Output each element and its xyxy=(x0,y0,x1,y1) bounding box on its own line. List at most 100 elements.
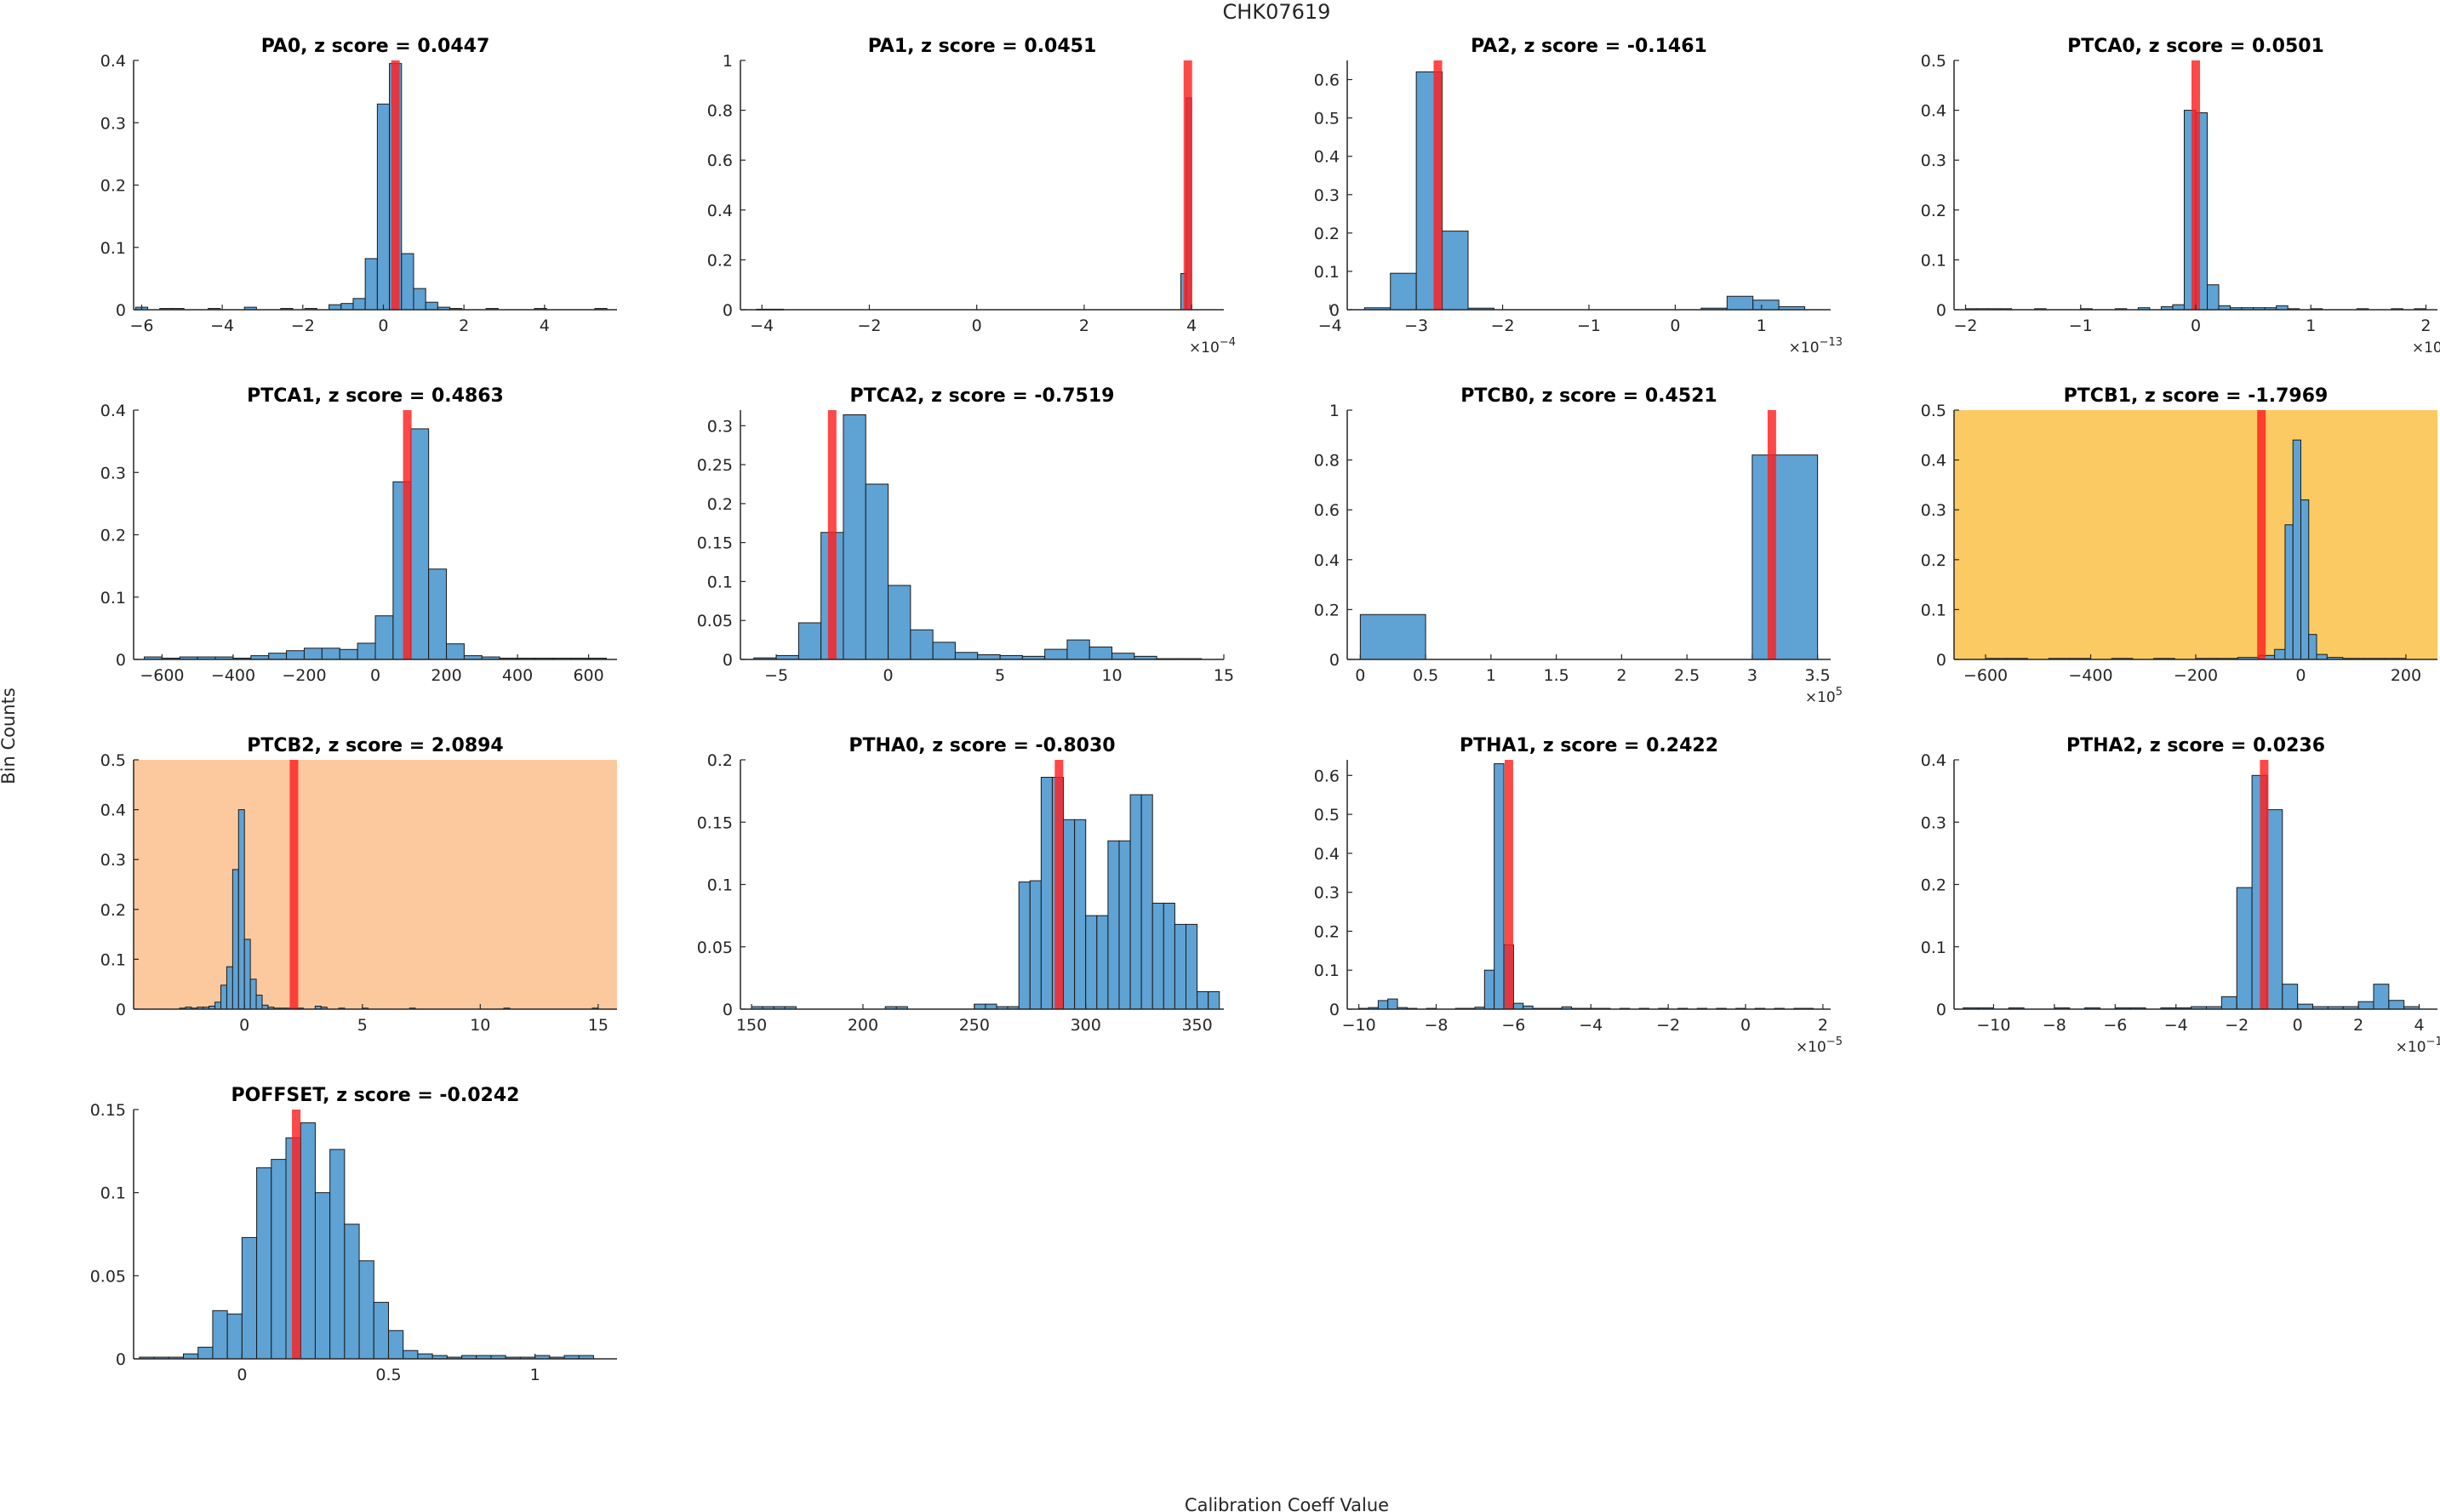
histogram-bar xyxy=(303,648,323,660)
histogram-bar xyxy=(1018,882,1031,1010)
x-tick-label: 2 xyxy=(2353,1016,2363,1035)
y-tick-label: 0.6 xyxy=(1314,501,1340,520)
histogram-title: PTCB0, z score = 0.4521 xyxy=(1460,385,1717,407)
histogram-bar xyxy=(220,984,227,1010)
histogram-bar xyxy=(256,1167,272,1360)
histogram-panel: 0 0.5 1 0 0.05 0.1 0.15 POFFSET, z score = -0.0… xyxy=(90,1085,617,1384)
y-tick-label: 0.2 xyxy=(707,495,733,514)
histogram-bar xyxy=(197,1346,214,1360)
x-tick-label: 5 xyxy=(995,666,1005,685)
histogram-panel: 0 0.5 1 1.5 2 2.5 3 3.5 0 0.2 0.4 0.6 0.8 1 ×105 PTCB0,… xyxy=(1314,385,1843,706)
histogram-bar xyxy=(2220,996,2237,1010)
y-tick-label: 0.1 xyxy=(100,950,126,969)
x-tick-label: 250 xyxy=(959,1016,990,1035)
x-tick-label: 2 xyxy=(1616,666,1626,685)
y-tick-label: 0 xyxy=(116,301,126,320)
y-tick-label: 0.3 xyxy=(1921,501,1946,520)
x-tick-label: −4 xyxy=(1318,317,1342,335)
histogram-bar xyxy=(1066,639,1090,660)
x-tick-label: −6 xyxy=(1501,1016,1525,1035)
histogram-panel: −10 −8 −6 −4 −2 0 2 0 0.1 0.2 0.3 0.4 0.5 0.6 ×10−5 PTH… xyxy=(1314,735,1843,1056)
highlight-background xyxy=(134,760,617,1009)
x-tick-label: 600 xyxy=(573,666,603,685)
histogram-bar xyxy=(1129,794,1142,1010)
histogram-bar xyxy=(425,301,438,311)
x-tick-label: 1 xyxy=(1486,666,1496,685)
y-tick-label: 0 xyxy=(1936,651,1946,670)
x-tick-label: 400 xyxy=(502,666,533,685)
histogram-panel: −600 −400 −200 0 200 400 600 0 0.1 0.2 0.3 0.4 PTCA1… xyxy=(100,385,617,685)
histogram-bar xyxy=(2388,1000,2405,1010)
z-score-marker xyxy=(1767,410,1776,659)
histogram-bar xyxy=(1752,300,1780,311)
histogram-bar xyxy=(321,648,340,660)
histogram-bar xyxy=(183,1353,199,1360)
y-tick-label: 0 xyxy=(1329,1001,1340,1019)
x-tick-label: −10 xyxy=(1976,1016,2010,1035)
y-tick-label: 0.5 xyxy=(1314,806,1340,824)
histogram-title: PTHA1, z score = 0.2422 xyxy=(1460,735,1718,756)
x-tick-label: −4 xyxy=(210,317,234,335)
histogram-bar xyxy=(417,1353,433,1360)
histogram-title: PTCB2, z score = 2.0894 xyxy=(247,735,504,756)
histogram-bar xyxy=(329,1149,346,1360)
x-tick-label: 0 xyxy=(370,666,380,685)
x-tick-label: −400 xyxy=(211,666,255,685)
y-tick-label: 0.4 xyxy=(100,402,126,420)
histogram-bar xyxy=(340,303,354,311)
x-tick-label: 10 xyxy=(1101,666,1122,685)
y-tick-label: 0.2 xyxy=(1314,601,1340,619)
histogram-bar xyxy=(212,1309,228,1360)
y-tick-label: 0.2 xyxy=(1314,225,1340,243)
histogram-bar xyxy=(1074,819,1087,1010)
y-tick-label: 0.15 xyxy=(90,1101,126,1120)
histogram-bar xyxy=(403,1349,419,1360)
histogram-bar xyxy=(352,298,366,311)
histogram-bar xyxy=(954,652,979,660)
histogram-bar xyxy=(1174,923,1187,1010)
histogram-bar xyxy=(1151,902,1164,1010)
x-tick-label: 200 xyxy=(2391,666,2421,685)
y-tick-label: 0.1 xyxy=(1921,601,1946,619)
histogram-bar xyxy=(1163,902,1175,1010)
x-tick-label: −2 xyxy=(1954,317,1978,335)
histogram-bar xyxy=(1118,840,1131,1010)
histogram-bar xyxy=(2300,499,2310,660)
histogram-bar xyxy=(2357,1001,2374,1010)
y-tick-label: 0.5 xyxy=(1921,402,1946,420)
histogram-panel: −10 −8 −6 −4 −2 0 2 4 0 0.1 0.2 0.3 0.4 ×10−12 PTHA2, … xyxy=(1921,735,2440,1056)
y-tick-label: 0.4 xyxy=(100,802,126,820)
histogram-bar xyxy=(1107,840,1120,1010)
x-tick-label: −1 xyxy=(2069,317,2093,335)
histogram-bar xyxy=(376,103,391,311)
y-tick-label: 0.2 xyxy=(1314,922,1340,941)
y-tick-label: 0.05 xyxy=(697,939,733,957)
x-tick-label: 4 xyxy=(1186,317,1197,335)
y-tick-label: 0.1 xyxy=(100,589,126,608)
x-tick-label: −4 xyxy=(2164,1016,2188,1035)
x-tick-label: 0.5 xyxy=(375,1366,401,1384)
y-tick-label: 0.2 xyxy=(707,751,733,770)
x-axis-exponent: ×105 xyxy=(1805,686,1843,706)
y-tick-label: 0.3 xyxy=(100,464,126,482)
histogram-panel: −6 −4 −2 0 2 4 0 0.1 0.2 0.3 0.4 PA0, z score = 0.0… xyxy=(100,36,617,335)
histogram-bar xyxy=(1044,648,1068,660)
x-tick-label: 0 xyxy=(2191,317,2201,335)
histogram-bar xyxy=(1726,295,1754,311)
x-axis-exponent: ×10−13 xyxy=(1789,336,1843,357)
y-tick-label: 0 xyxy=(1329,301,1340,320)
histogram-bar xyxy=(1494,763,1505,1010)
x-axis-exponent: ×10−12 xyxy=(2396,1036,2440,1056)
z-score-marker xyxy=(2260,760,2269,1009)
x-tick-label: 0 xyxy=(378,317,388,335)
y-tick-label: 0 xyxy=(723,301,733,320)
x-tick-label: 2 xyxy=(459,317,469,335)
histogram-bar xyxy=(249,979,257,1010)
y-tick-label: 0.25 xyxy=(697,456,733,475)
y-tick-label: 0.3 xyxy=(1921,151,1946,170)
histogram-bar xyxy=(2297,1003,2314,1010)
histogram-bar xyxy=(2373,984,2390,1010)
y-tick-label: 0.4 xyxy=(100,52,126,71)
histogram-bar xyxy=(1096,915,1109,1010)
